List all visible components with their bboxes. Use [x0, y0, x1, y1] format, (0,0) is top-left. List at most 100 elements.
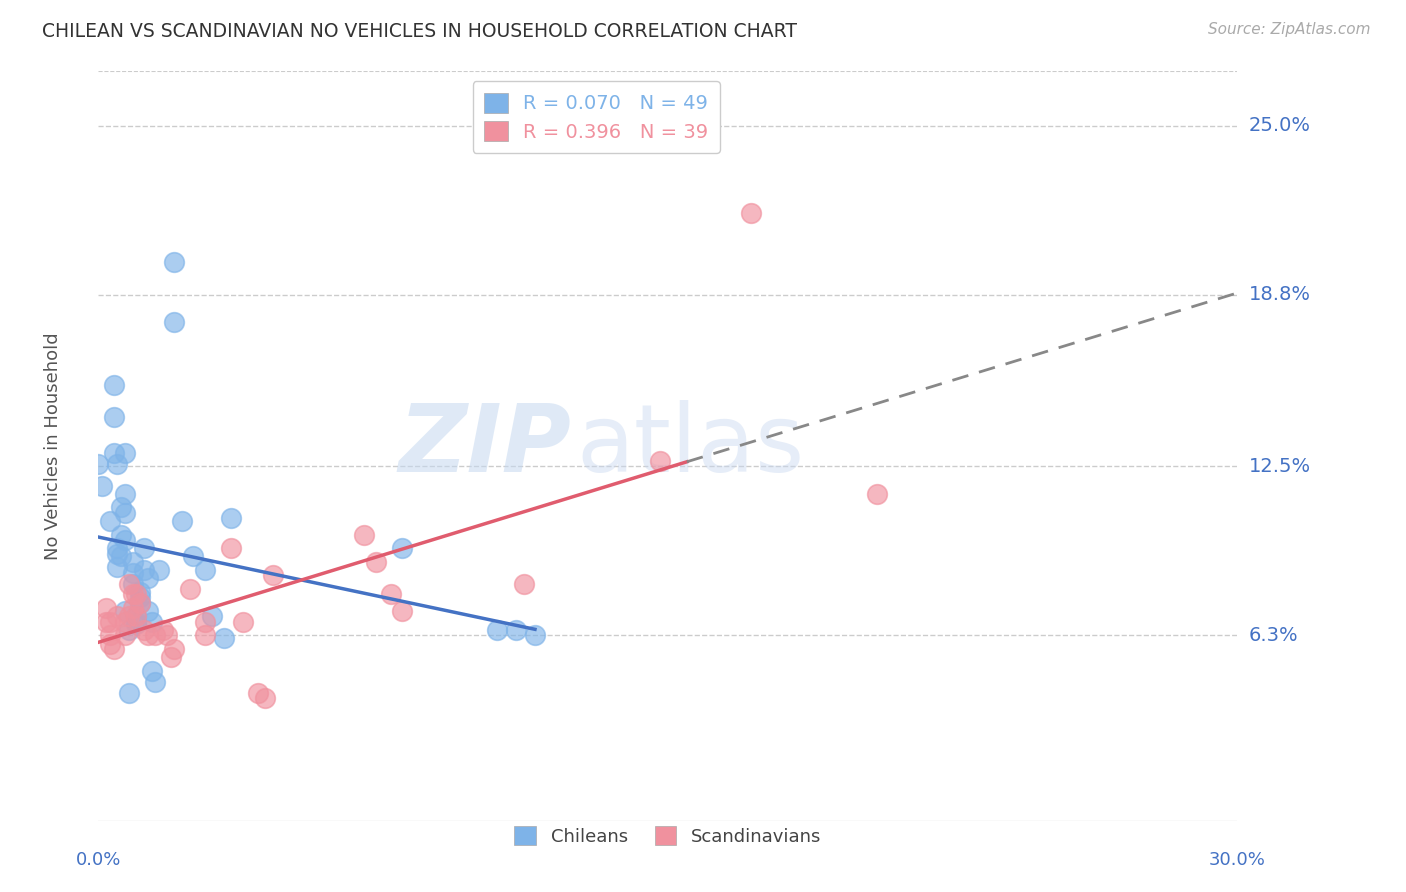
Point: [650, 454, 672, 468]
Point: [118, 576, 141, 591]
Point: [107, 560, 129, 574]
Text: Source: ZipAtlas.com: Source: ZipAtlas.com: [1208, 22, 1371, 37]
Point: [740, 206, 762, 220]
Point: [114, 486, 136, 500]
Point: [118, 623, 141, 637]
Point: [125, 587, 148, 601]
Point: [524, 628, 547, 642]
Text: No Vehicles in Household: No Vehicles in Household: [44, 332, 62, 560]
Point: [221, 511, 243, 525]
Point: [141, 615, 163, 629]
Point: [156, 628, 179, 642]
Point: [201, 609, 224, 624]
Point: [98, 615, 121, 629]
Point: [129, 584, 152, 599]
Point: [125, 609, 148, 624]
Point: [232, 615, 254, 629]
Point: [114, 604, 136, 618]
Point: [114, 533, 136, 547]
Point: [866, 486, 889, 500]
Point: [170, 514, 193, 528]
Point: [125, 609, 148, 624]
Text: 30.0%: 30.0%: [1209, 851, 1265, 869]
Point: [353, 527, 375, 541]
Point: [246, 685, 269, 699]
Point: [125, 617, 148, 632]
Point: [380, 587, 402, 601]
Point: [121, 566, 143, 580]
Point: [110, 500, 132, 515]
Point: [103, 446, 125, 460]
Point: [132, 541, 155, 556]
Point: [194, 615, 217, 629]
Point: [179, 582, 201, 596]
Legend: Chileans, Scandinavians: Chileans, Scandinavians: [508, 819, 828, 853]
Point: [145, 628, 167, 642]
Point: [118, 685, 141, 699]
Point: [91, 478, 114, 492]
Point: [136, 628, 159, 642]
Text: CHILEAN VS SCANDINAVIAN NO VEHICLES IN HOUSEHOLD CORRELATION CHART: CHILEAN VS SCANDINAVIAN NO VEHICLES IN H…: [42, 22, 797, 41]
Point: [163, 255, 186, 269]
Point: [145, 674, 167, 689]
Point: [364, 555, 387, 569]
Point: [129, 596, 152, 610]
Text: 25.0%: 25.0%: [1249, 116, 1310, 136]
Point: [152, 623, 174, 637]
Point: [121, 576, 143, 591]
Point: [114, 615, 136, 629]
Point: [103, 377, 125, 392]
Point: [254, 691, 277, 706]
Point: [212, 631, 235, 645]
Point: [121, 555, 143, 569]
Point: [103, 410, 125, 425]
Point: [163, 642, 186, 657]
Point: [107, 547, 129, 561]
Point: [136, 604, 159, 618]
Point: [194, 628, 217, 642]
Point: [132, 623, 155, 637]
Point: [114, 506, 136, 520]
Point: [98, 514, 121, 528]
Point: [121, 601, 143, 615]
Point: [163, 315, 186, 329]
Point: [98, 628, 121, 642]
Point: [391, 604, 413, 618]
Point: [121, 587, 143, 601]
Point: [183, 549, 205, 564]
Point: [505, 623, 527, 637]
Point: [221, 541, 243, 556]
Point: [87, 457, 110, 471]
Point: [114, 446, 136, 460]
Point: [107, 541, 129, 556]
Point: [94, 615, 117, 629]
Point: [103, 642, 125, 657]
Point: [125, 615, 148, 629]
Point: [129, 591, 152, 605]
Point: [512, 576, 534, 591]
Text: 18.8%: 18.8%: [1249, 285, 1310, 304]
Text: atlas: atlas: [576, 400, 806, 492]
Point: [94, 601, 117, 615]
Point: [107, 457, 129, 471]
Point: [136, 571, 159, 585]
Point: [391, 541, 413, 556]
Point: [107, 609, 129, 624]
Point: [486, 623, 509, 637]
Point: [110, 527, 132, 541]
Point: [110, 549, 132, 564]
Point: [159, 650, 181, 665]
Text: 12.5%: 12.5%: [1249, 457, 1310, 476]
Point: [98, 636, 121, 650]
Point: [141, 664, 163, 678]
Point: [262, 568, 284, 582]
Point: [118, 609, 141, 624]
Point: [114, 628, 136, 642]
Text: 6.3%: 6.3%: [1249, 626, 1298, 645]
Point: [194, 563, 217, 577]
Text: 0.0%: 0.0%: [76, 851, 121, 869]
Point: [148, 563, 170, 577]
Text: ZIP: ZIP: [398, 400, 571, 492]
Point: [129, 596, 152, 610]
Point: [132, 563, 155, 577]
